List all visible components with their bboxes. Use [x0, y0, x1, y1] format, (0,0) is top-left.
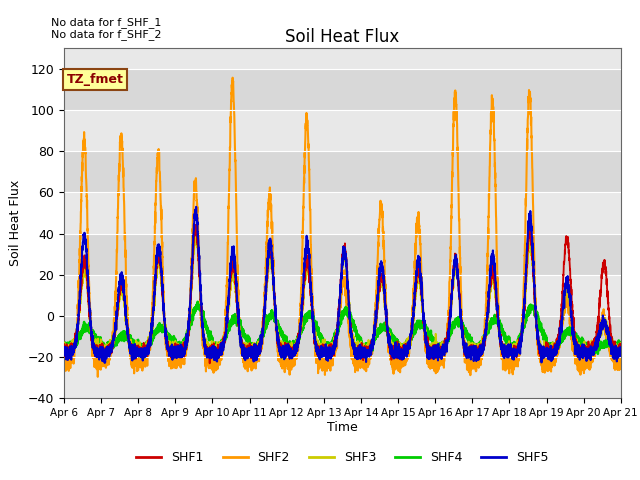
SHF1	[436, 352, 444, 358]
Line: SHF3: SHF3	[64, 234, 621, 359]
Y-axis label: Soil Heat Flux: Soil Heat Flux	[10, 180, 22, 266]
SHF3	[499, 342, 507, 348]
SHF3	[436, 348, 444, 354]
SHF5	[322, 353, 330, 359]
SHF1	[322, 348, 330, 354]
SHF2	[161, 309, 168, 314]
Text: No data for f_SHF_2: No data for f_SHF_2	[51, 29, 162, 40]
X-axis label: Time: Time	[327, 421, 358, 434]
SHF2	[499, 367, 507, 372]
SHF3	[322, 343, 330, 349]
SHF2	[60, 356, 68, 362]
SHF1	[616, 350, 624, 356]
Bar	[64, 316, 621, 357]
SHF4	[322, 346, 330, 351]
SHF1	[468, 347, 476, 353]
Bar	[64, 110, 621, 151]
Legend: SHF1, SHF2, SHF3, SHF4, SHF5: SHF1, SHF2, SHF3, SHF4, SHF5	[131, 446, 554, 469]
SHF2	[228, 75, 236, 81]
SHF3	[278, 356, 286, 362]
SHF1	[499, 346, 507, 351]
SHF3	[60, 341, 68, 347]
SHF4	[616, 339, 624, 345]
Bar	[64, 275, 621, 316]
SHF4	[160, 327, 168, 333]
SHF2	[617, 360, 625, 365]
Bar	[64, 69, 621, 110]
SHF3	[468, 342, 476, 348]
SHF1	[617, 350, 625, 356]
SHF4	[617, 346, 625, 351]
SHF4	[467, 340, 475, 346]
SHF1	[192, 222, 200, 228]
Line: SHF1: SHF1	[64, 225, 621, 363]
SHF4	[594, 351, 602, 357]
SHF5	[60, 348, 68, 354]
Bar	[64, 192, 621, 233]
Title: Soil Heat Flux: Soil Heat Flux	[285, 28, 399, 47]
SHF5	[192, 204, 200, 210]
SHF3	[617, 345, 625, 351]
SHF3	[616, 347, 624, 353]
SHF2	[94, 374, 102, 380]
Line: SHF4: SHF4	[64, 302, 621, 354]
SHF5	[436, 352, 444, 358]
SHF3	[191, 231, 199, 237]
SHF4	[194, 299, 202, 305]
SHF5	[616, 352, 624, 358]
Line: SHF2: SHF2	[64, 78, 621, 377]
SHF2	[468, 362, 476, 368]
SHF4	[436, 345, 444, 350]
SHF5	[617, 350, 625, 356]
SHF5	[161, 317, 168, 323]
SHF1	[60, 341, 68, 347]
SHF5	[499, 353, 507, 359]
Text: No data for f_SHF_1: No data for f_SHF_1	[51, 17, 161, 28]
SHF1	[160, 308, 168, 314]
SHF4	[499, 327, 507, 333]
SHF5	[100, 360, 108, 366]
SHF3	[160, 310, 168, 316]
SHF2	[616, 355, 624, 360]
Line: SHF5: SHF5	[64, 207, 621, 363]
Bar	[64, 151, 621, 192]
Bar	[64, 357, 621, 398]
SHF2	[322, 364, 330, 370]
SHF2	[436, 356, 444, 362]
SHF4	[60, 342, 68, 348]
SHF5	[468, 350, 476, 356]
SHF1	[206, 360, 214, 366]
Text: TZ_fmet: TZ_fmet	[67, 73, 124, 86]
Bar	[64, 233, 621, 275]
